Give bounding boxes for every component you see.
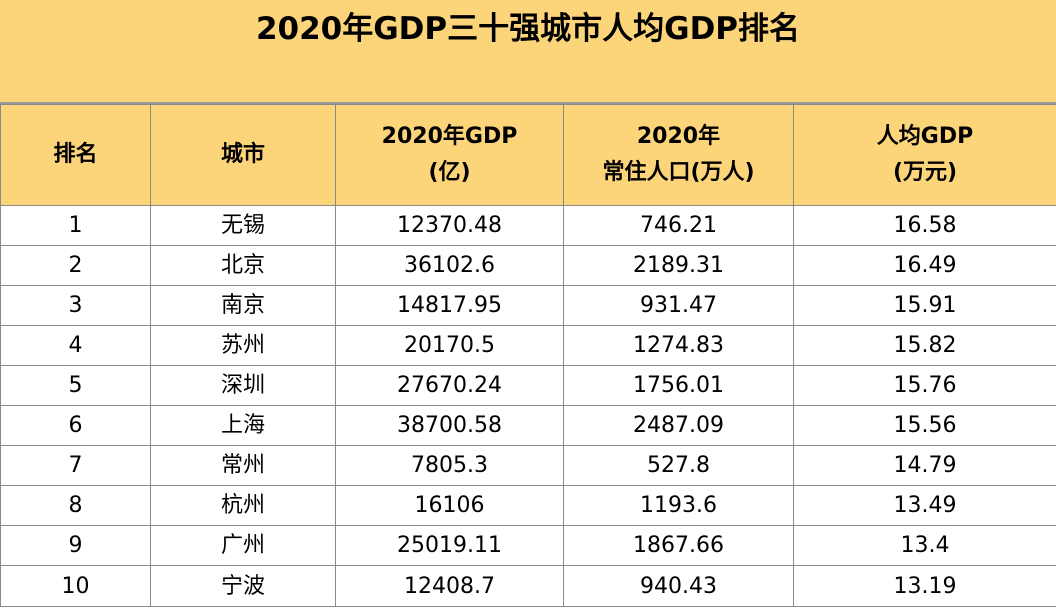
table-row: 9 广州 25019.11 1867.66 13.4 [0,525,1056,566]
table-row: 2 北京 36102.6 2189.31 16.49 [0,245,1056,286]
rank-cell: 1 [0,205,151,246]
population-cell: 746.21 [563,205,794,246]
city-cell: 深圳 [150,365,336,406]
city-cell: 广州 [150,525,336,566]
city-cell: 无锡 [150,205,336,246]
gdp-per-capita-cell: 13.4 [793,525,1056,566]
gdp-per-capita-cell: 14.79 [793,445,1056,486]
city-cell: 常州 [150,445,336,486]
gdp-cell: 20170.5 [335,325,564,366]
city-cell: 苏州 [150,325,336,366]
header-rank: 排名 [0,104,151,206]
gdp-per-capita-cell: 13.19 [793,565,1056,607]
city-cell: 南京 [150,285,336,326]
gdp-per-capita-cell: 16.49 [793,245,1056,286]
table-row: 5 深圳 27670.24 1756.01 15.76 [0,365,1056,406]
population-cell: 1274.83 [563,325,794,366]
header-per-capita-line1: 人均GDP [876,124,974,149]
table-row: 7 常州 7805.3 527.8 14.79 [0,445,1056,486]
rank-cell: 5 [0,365,151,406]
header-gdp: 2020年GDP (亿) [335,104,564,206]
population-cell: 527.8 [563,445,794,486]
gdp-cell: 16106 [335,485,564,526]
city-cell: 杭州 [150,485,336,526]
header-population: 2020年 常住人口(万人) [563,104,794,206]
table-row: 8 杭州 16106 1193.6 13.49 [0,485,1056,526]
table-row: 1 无锡 12370.48 746.21 16.58 [0,205,1056,246]
gdp-cell: 38700.58 [335,405,564,446]
rank-cell: 3 [0,285,151,326]
rank-cell: 7 [0,445,151,486]
rank-cell: 10 [0,565,151,607]
gdp-cell: 25019.11 [335,525,564,566]
header-gdp-line2: (亿) [428,160,471,185]
rank-cell: 2 [0,245,151,286]
header-per-capita-line2: (万元) [892,160,958,185]
gdp-cell: 12370.48 [335,205,564,246]
header-population-line1: 2020年 [636,124,721,149]
table-row: 4 苏州 20170.5 1274.83 15.82 [0,325,1056,366]
population-cell: 1193.6 [563,485,794,526]
header-gdp-line1: 2020年GDP [381,124,518,149]
header-city-label: 城市 [220,142,265,167]
table-row: 3 南京 14817.95 931.47 15.91 [0,285,1056,326]
gdp-per-capita-cell: 15.56 [793,405,1056,446]
population-cell: 2487.09 [563,405,794,446]
population-cell: 940.43 [563,565,794,607]
city-cell: 宁波 [150,565,336,607]
table-row: 10 宁波 12408.7 940.43 13.19 [0,565,1056,607]
rank-cell: 9 [0,525,151,566]
header-population-line2: 常住人口(万人) [602,160,755,185]
rank-cell: 8 [0,485,151,526]
gdp-per-capita-cell: 13.49 [793,485,1056,526]
population-cell: 2189.31 [563,245,794,286]
gdp-ranking-table: 排名 城市 2020年GDP (亿) 2020年 常住人口(万人) 人均GDP … [0,104,1056,607]
table-title: 2020年GDP三十强城市人均GDP排名 [0,0,1056,104]
city-cell: 上海 [150,405,336,446]
rank-cell: 4 [0,325,151,366]
gdp-per-capita-cell: 15.82 [793,325,1056,366]
gdp-cell: 36102.6 [335,245,564,286]
header-gdp-per-capita: 人均GDP (万元) [793,104,1056,206]
gdp-per-capita-cell: 16.58 [793,205,1056,246]
header-rank-label: 排名 [53,142,98,167]
gdp-cell: 7805.3 [335,445,564,486]
gdp-per-capita-cell: 15.76 [793,365,1056,406]
population-cell: 1867.66 [563,525,794,566]
header-city: 城市 [150,104,336,206]
header-row: 排名 城市 2020年GDP (亿) 2020年 常住人口(万人) 人均GDP … [0,104,1056,206]
rank-cell: 6 [0,405,151,446]
population-cell: 931.47 [563,285,794,326]
city-cell: 北京 [150,245,336,286]
gdp-cell: 12408.7 [335,565,564,607]
gdp-per-capita-cell: 15.91 [793,285,1056,326]
gdp-cell: 14817.95 [335,285,564,326]
population-cell: 1756.01 [563,365,794,406]
table-row: 6 上海 38700.58 2487.09 15.56 [0,405,1056,446]
gdp-cell: 27670.24 [335,365,564,406]
